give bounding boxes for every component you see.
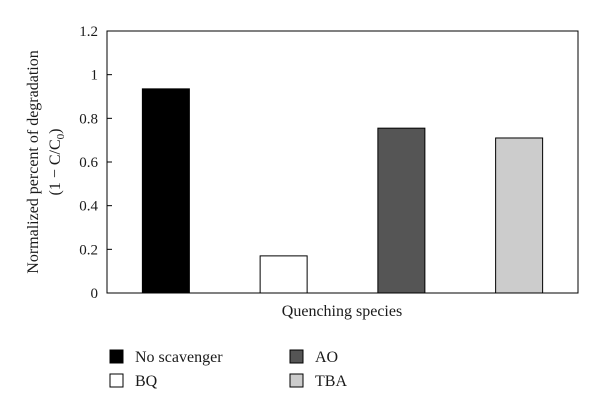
y-axis-title: Normalized percent of degradation <box>25 50 42 273</box>
y-axis-title-formula: (1 − C/C0) <box>47 129 67 196</box>
legend: No scavenger AO BQ TBA <box>109 349 347 390</box>
y-tick-label: 0.8 <box>79 111 98 127</box>
y-axis-ticks: 0 0.2 0.4 0.6 0.8 1 1.2 <box>79 24 112 302</box>
y-tick-label: 1 <box>91 68 99 84</box>
y-tick-label: 0.2 <box>79 242 98 258</box>
y-tick-label: 1.2 <box>79 24 98 40</box>
bar-bq <box>259 255 308 294</box>
y-tick-label: 0.6 <box>79 155 98 171</box>
y-axis-formula-subscript: 0 <box>55 133 67 139</box>
bar-tba <box>495 137 544 294</box>
y-tick-label: 0.4 <box>79 199 98 215</box>
bar-ao <box>377 127 426 294</box>
legend-swatch-no-scavenger <box>109 349 124 364</box>
bar-no-scavenger <box>141 88 190 294</box>
legend-swatch-bq <box>109 373 124 388</box>
legend-label-ao: AO <box>315 349 338 366</box>
legend-label-bq: BQ <box>135 373 158 390</box>
y-tick-label: 0 <box>91 286 99 302</box>
legend-label-tba: TBA <box>315 373 347 390</box>
x-axis-title: Quenching species <box>282 303 402 320</box>
y-axis-formula-prefix: (1 − C/C <box>47 139 64 195</box>
bars-group <box>141 88 544 294</box>
legend-swatch-ao <box>289 349 304 364</box>
legend-swatch-tba <box>289 373 304 388</box>
legend-label-no-scavenger: No scavenger <box>135 349 223 366</box>
y-axis-formula-suffix: ) <box>47 129 64 134</box>
